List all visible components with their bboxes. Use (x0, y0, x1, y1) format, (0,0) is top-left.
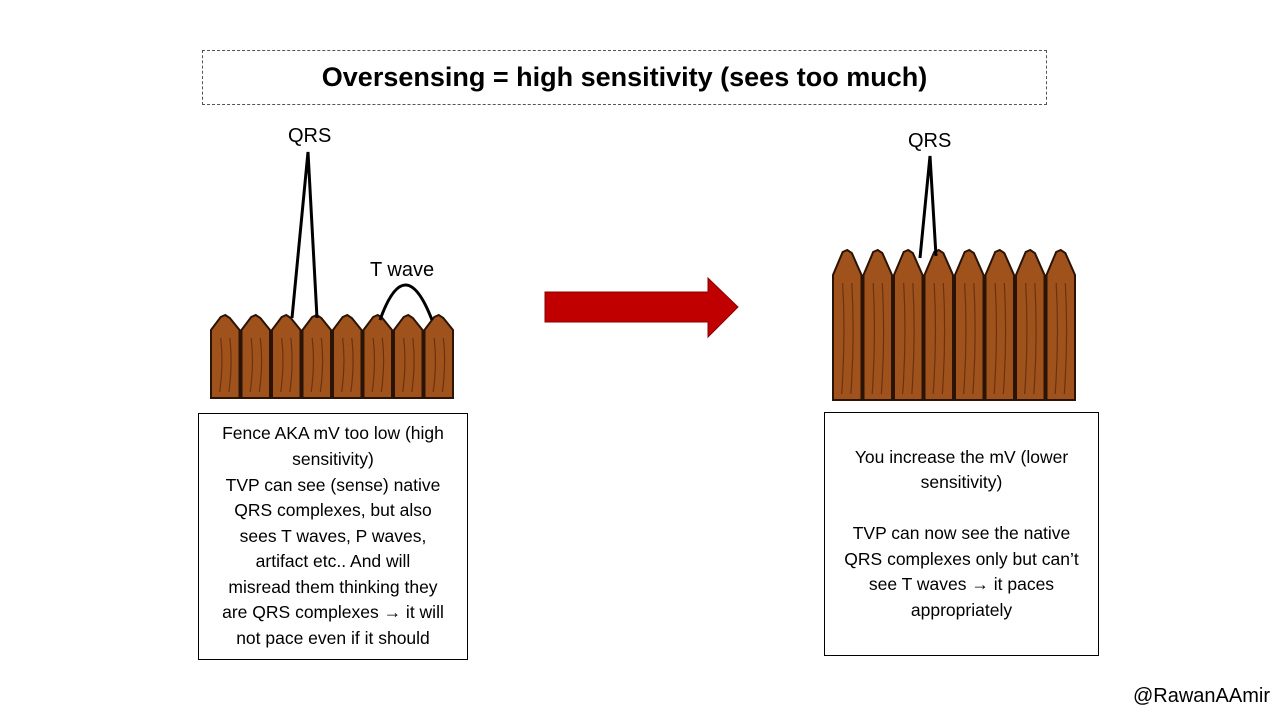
wood-grain (441, 337, 446, 393)
wood-grain (963, 282, 967, 395)
right-explanation-box: You increase the mV (lower sensitivity) … (824, 412, 1099, 656)
qrs-label-right: QRS (908, 130, 952, 152)
t-wave-label: T wave (370, 259, 435, 281)
text-line: see T waves → it paces (868, 574, 1055, 595)
text-line: QRS complexes, but also (234, 500, 432, 521)
wood-grain (1054, 282, 1059, 395)
wood-grain (228, 337, 232, 393)
wood-grain (993, 282, 998, 395)
fence-picket (210, 313, 241, 399)
fence-picket (954, 248, 985, 401)
fence-picket (362, 313, 393, 399)
wood-grain (871, 282, 876, 395)
text-line: sees T waves, P waves, (239, 525, 427, 546)
wood-grain (1024, 282, 1028, 395)
text-line: sensitivity) (920, 472, 1003, 493)
fence-picket (423, 313, 454, 399)
fence-picket (271, 313, 302, 399)
wood-grain (380, 337, 385, 393)
wood-grain (880, 282, 885, 395)
wood-grain (850, 282, 854, 395)
wood-grain (1063, 282, 1068, 395)
fence-picket (301, 313, 332, 399)
fence-high (832, 248, 1076, 401)
text-line: You increase the mV (lower (854, 446, 1069, 467)
wood-grain (1002, 282, 1007, 395)
fence-picket (240, 313, 271, 399)
wood-grain (972, 282, 976, 395)
fence-picket (862, 248, 893, 401)
text-line: not pace even if it should (236, 628, 430, 649)
text-line: artifact etc.. And will (255, 551, 411, 572)
fence-low (210, 313, 454, 399)
wood-grain (402, 337, 406, 393)
wood-grain (310, 337, 315, 393)
wood-grain (280, 337, 284, 393)
wood-grain (902, 282, 906, 395)
text-line: Fence AKA mV too low (high (222, 423, 444, 444)
fence-picket (893, 248, 924, 401)
wood-grain (411, 337, 415, 393)
fence-picket (1045, 248, 1076, 401)
wood-grain (289, 337, 293, 393)
left-explanation-box: Fence AKA mV too low (high sensitivity) … (198, 413, 468, 660)
fence-picket (332, 313, 363, 399)
fence-picket (984, 248, 1015, 401)
wood-grain (911, 282, 915, 395)
text-line: appropriately (910, 599, 1013, 620)
wood-grain (319, 337, 324, 393)
text-line: sensitivity) (292, 448, 374, 469)
qrs-spike-left (290, 151, 319, 319)
wood-grain (371, 337, 376, 393)
wood-grain (432, 337, 437, 393)
wood-grain (1033, 282, 1037, 395)
t-wave-curve (378, 283, 434, 321)
wood-grain (932, 282, 937, 395)
fence-picket (832, 248, 863, 401)
slide-title: Oversensing = high sensitivity (sees too… (321, 62, 928, 92)
wood-grain (941, 282, 946, 395)
qrs-label-left: QRS (288, 125, 332, 147)
wood-grain (841, 282, 845, 395)
wood-grain (341, 337, 345, 393)
fence-picket (923, 248, 954, 401)
paragraph-gap (833, 496, 1090, 521)
text-line: TVP can see (sense) native (225, 474, 441, 495)
wood-grain (350, 337, 354, 393)
text-line: QRS complexes only but can’t (844, 548, 1079, 569)
right-arrow (544, 276, 739, 339)
fence-picket (393, 313, 424, 399)
text-line: misread them thinking they (228, 576, 438, 597)
text-line: are QRS complexes → it will (222, 602, 444, 623)
wood-grain (219, 337, 223, 393)
author-handle: @RawanAAmir (1132, 685, 1270, 707)
qrs-spike-right (918, 155, 938, 259)
title-box: Oversensing = high sensitivity (sees too… (202, 50, 1047, 105)
fence-picket (1015, 248, 1046, 401)
text-line: TVP can now see the native (852, 522, 1071, 543)
wood-grain (249, 337, 254, 393)
wood-grain (258, 337, 263, 393)
